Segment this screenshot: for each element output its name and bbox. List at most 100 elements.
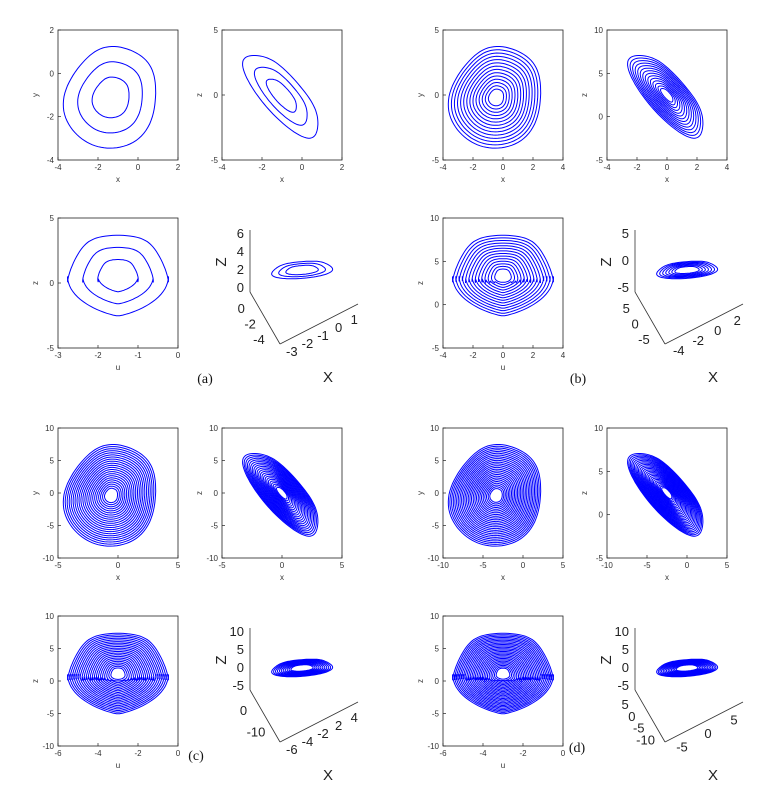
attractor-trajectory — [86, 469, 135, 522]
attractor-trajectory — [639, 67, 692, 125]
attractor-trajectory — [447, 46, 542, 149]
attractor-trajectory — [110, 667, 126, 680]
x-axis-label: x — [280, 573, 284, 582]
attractor-trajectory — [642, 468, 690, 521]
attractor-trajectory — [253, 464, 309, 525]
attractor-trajectory — [634, 62, 697, 131]
3d-trajectory — [271, 658, 334, 678]
attractor-trajectory — [484, 260, 522, 291]
axis-b-tick-label: 0 — [714, 323, 721, 338]
attractor-trajectory — [472, 470, 519, 521]
axis-a-tick-label: 0 — [632, 316, 639, 331]
x-tick-label: 5 — [725, 561, 730, 570]
attractor-trajectory — [258, 469, 304, 519]
axes-box — [221, 29, 343, 161]
y-axis-label: z — [580, 491, 589, 495]
attractor-trajectory — [661, 487, 673, 500]
attractor-trajectory — [455, 237, 551, 314]
attractor-trajectory — [478, 78, 513, 117]
y-axis-label: z — [195, 491, 204, 495]
floor-axis-b — [279, 303, 359, 345]
z-tick-label: -5 — [617, 280, 629, 295]
z-tick-label: -5 — [617, 678, 629, 693]
attractor-trajectory — [464, 461, 526, 530]
attractor-trajectory — [644, 72, 688, 120]
x-tick-label: 2 — [695, 163, 700, 172]
attractor-trajectory — [452, 234, 554, 317]
x-tick-label: 2 — [531, 351, 536, 360]
attractor-trajectory — [452, 449, 537, 542]
attractor-trajectory — [474, 472, 517, 519]
z-tick-label: 4 — [237, 244, 244, 259]
attractor-trajectory — [467, 465, 523, 526]
attractor-trajectory — [69, 634, 167, 713]
y-tick-label: 2 — [50, 26, 55, 35]
attractor-trajectory — [662, 262, 712, 278]
attractor-trajectory — [627, 55, 704, 139]
attractor-trajectory — [449, 445, 540, 545]
x-tick-label: 0 — [116, 561, 121, 570]
attractor-trajectory — [451, 447, 539, 544]
attractor-trajectory — [494, 268, 512, 283]
floor-axis-a — [634, 689, 666, 743]
y-tick-label: -5 — [432, 156, 440, 165]
attractor-trajectory — [82, 246, 154, 305]
attractor-trajectory — [95, 655, 141, 692]
attractor-trajectory — [242, 55, 319, 139]
subplot-b-2: -4 -2 0 2 4 10 5 0 -5 x z — [580, 26, 730, 184]
panel-caption: (a) — [197, 372, 213, 387]
attractor-trajectory — [256, 467, 306, 521]
attractor-trajectory — [102, 660, 134, 687]
y-tick-label: -2 — [47, 113, 55, 122]
x-tick-label: 0 — [300, 163, 305, 172]
axes-box — [606, 29, 728, 161]
attractor-trajectory — [267, 478, 295, 509]
x-tick-label: -4 — [479, 749, 487, 758]
attractor-trajectory — [81, 644, 155, 703]
attractor-trajectory — [627, 453, 704, 537]
attractor-trajectory — [471, 250, 535, 301]
x-tick-label: 0 — [521, 561, 526, 570]
y-tick-label: -5 — [596, 554, 604, 563]
y-tick-label: 5 — [435, 645, 440, 654]
x-tick-label: -5 — [54, 561, 62, 570]
attractor-trajectory — [487, 88, 505, 107]
y-tick-label: 5 — [50, 645, 55, 654]
attractor-trajectory — [474, 253, 532, 299]
attractor-trajectory — [629, 57, 702, 136]
x-tick-label: 0 — [665, 163, 670, 172]
x-tick-label: 5 — [176, 561, 181, 570]
attractor-trajectory — [459, 456, 531, 535]
attractor-trajectory — [674, 266, 700, 274]
x-tick-label: 2 — [531, 163, 536, 172]
x-tick-label: -4 — [218, 163, 226, 172]
attractor-trajectory — [481, 479, 511, 512]
attractor-trajectory — [635, 461, 696, 528]
attractor-trajectory — [651, 477, 681, 510]
attractor-trajectory — [104, 487, 118, 504]
attractor-trajectory — [100, 659, 136, 688]
x-tick-label: -2 — [94, 351, 102, 360]
attractor-trajectory — [70, 452, 149, 539]
axis-b-tick-label: 0 — [335, 320, 342, 335]
y-tick-label: 10 — [430, 214, 439, 223]
attractor-trajectory — [68, 450, 151, 541]
attractor-trajectory — [487, 263, 519, 288]
y-tick-label: 5 — [435, 257, 440, 266]
x-tick-label: 0 — [136, 163, 141, 172]
attractor-trajectory — [77, 61, 143, 134]
y-tick-label: 10 — [45, 612, 54, 621]
attractor-trajectory — [484, 85, 507, 110]
attractor-trajectory — [264, 475, 298, 512]
x-axis-label: x — [665, 175, 669, 184]
attractor-trajectory — [642, 70, 690, 122]
y-tick-label: 5 — [435, 26, 440, 35]
attractor-trajectory — [269, 480, 294, 507]
attractor-trajectory — [286, 663, 318, 673]
z-tick-label: 0 — [237, 280, 244, 295]
attractor-trajectory — [251, 462, 310, 527]
attractor-trajectory — [675, 664, 699, 672]
